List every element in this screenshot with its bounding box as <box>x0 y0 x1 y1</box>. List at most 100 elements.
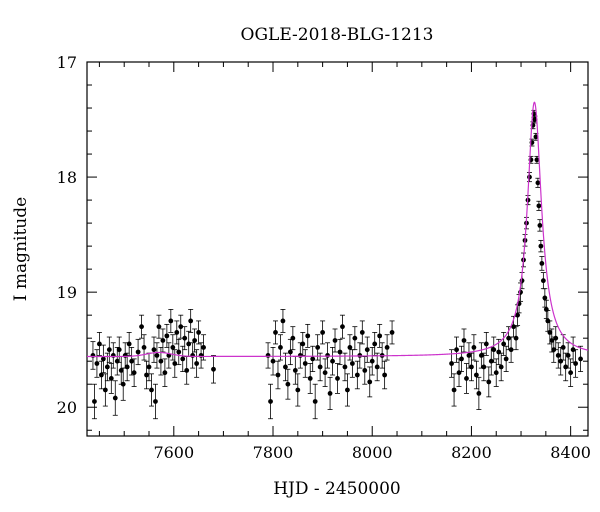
data-point-110 <box>464 376 469 381</box>
data-point-9 <box>108 376 114 381</box>
data-point-30 <box>156 324 162 330</box>
data-point-2 <box>94 361 100 366</box>
data-point-61 <box>283 364 288 370</box>
data-point-3 <box>97 341 102 347</box>
data-point-31 <box>158 358 164 364</box>
data-point-50 <box>196 330 202 335</box>
data-point-96 <box>369 358 375 364</box>
data-point-85 <box>342 364 348 370</box>
data-point-74 <box>315 344 321 350</box>
data-point-134 <box>519 278 525 284</box>
data-point-13 <box>116 347 122 353</box>
y-tick-label-3: 20 <box>57 398 77 417</box>
data-point-33 <box>162 370 168 376</box>
data-point-69 <box>302 361 308 366</box>
chart-title: OGLE-2018-BLG-1213 <box>241 25 434 45</box>
data-point-67 <box>297 353 303 358</box>
data-point-157 <box>549 338 555 343</box>
data-point-131 <box>515 312 520 318</box>
data-point-112 <box>469 364 474 370</box>
data-point-163 <box>563 364 569 370</box>
data-point-23 <box>141 344 147 350</box>
data-point-25 <box>146 364 152 370</box>
data-point-26 <box>149 387 154 393</box>
data-point-20 <box>131 370 137 376</box>
data-point-93 <box>362 368 368 373</box>
data-point-29 <box>154 353 160 358</box>
data-point-160 <box>555 353 561 358</box>
data-point-49 <box>194 361 200 366</box>
x-tick-label-1: 7800 <box>253 443 294 462</box>
data-point-43 <box>182 335 188 341</box>
data-point-168 <box>578 356 583 362</box>
data-point-53 <box>211 366 216 372</box>
data-point-40 <box>176 349 182 355</box>
data-point-34 <box>164 333 170 339</box>
data-point-83 <box>337 349 343 355</box>
data-point-156 <box>547 330 553 335</box>
data-point-78 <box>325 353 330 358</box>
data-point-88 <box>349 361 355 366</box>
data-point-124 <box>498 364 504 370</box>
data-point-105 <box>451 387 457 393</box>
plot-frame <box>86 61 589 437</box>
data-point-87 <box>347 344 353 350</box>
data-point-150 <box>538 243 544 249</box>
data-point-55 <box>268 399 273 404</box>
data-point-22 <box>139 324 144 330</box>
data-point-79 <box>327 391 333 396</box>
data-point-66 <box>295 387 301 393</box>
data-point-5 <box>100 356 106 362</box>
data-point-118 <box>483 341 489 347</box>
data-point-4 <box>98 372 104 378</box>
data-point-19 <box>129 358 135 364</box>
data-point-58 <box>275 372 281 378</box>
x-tick-label-4: 8400 <box>550 443 591 462</box>
data-point-155 <box>545 318 551 324</box>
data-point-116 <box>478 353 484 358</box>
data-point-158 <box>551 347 557 353</box>
data-point-146 <box>534 157 540 163</box>
data-point-107 <box>456 370 462 376</box>
data-point-84 <box>340 324 345 330</box>
data-point-15 <box>120 381 126 387</box>
y-tick-label-1: 18 <box>57 168 77 187</box>
data-point-14 <box>118 368 124 373</box>
data-point-44 <box>184 368 190 373</box>
data-point-80 <box>330 358 335 364</box>
data-point-151 <box>539 260 545 266</box>
data-point-145 <box>533 134 539 140</box>
data-point-6 <box>102 387 108 393</box>
y-tick-label-0: 17 <box>57 53 77 72</box>
data-point-115 <box>476 391 482 396</box>
data-point-104 <box>449 361 454 366</box>
data-point-166 <box>570 347 576 353</box>
data-point-82 <box>335 376 340 381</box>
data-point-121 <box>491 347 497 353</box>
data-point-38 <box>172 361 178 366</box>
model-curve <box>87 101 589 358</box>
x-tick-label-0: 7600 <box>153 443 194 462</box>
data-point-86 <box>345 387 350 393</box>
data-point-159 <box>553 335 559 341</box>
x-axis: 7600 7800 8000 8200 8400 <box>98 62 591 462</box>
data-point-48 <box>192 338 198 343</box>
data-point-127 <box>506 335 512 341</box>
data-point-75 <box>317 364 323 370</box>
data-point-group <box>90 111 583 404</box>
data-point-125 <box>501 341 507 347</box>
data-point-45 <box>186 341 192 347</box>
data-point-123 <box>496 349 502 355</box>
data-point-8 <box>106 347 112 353</box>
data-point-81 <box>332 338 338 343</box>
data-point-154 <box>543 307 549 312</box>
data-point-17 <box>124 364 130 370</box>
data-point-113 <box>471 344 477 350</box>
data-point-103 <box>389 330 395 335</box>
data-point-90 <box>354 372 360 378</box>
data-point-54 <box>265 353 271 358</box>
data-point-122 <box>493 370 499 376</box>
data-point-119 <box>486 379 492 385</box>
data-point-59 <box>278 344 283 350</box>
data-point-164 <box>565 353 571 358</box>
